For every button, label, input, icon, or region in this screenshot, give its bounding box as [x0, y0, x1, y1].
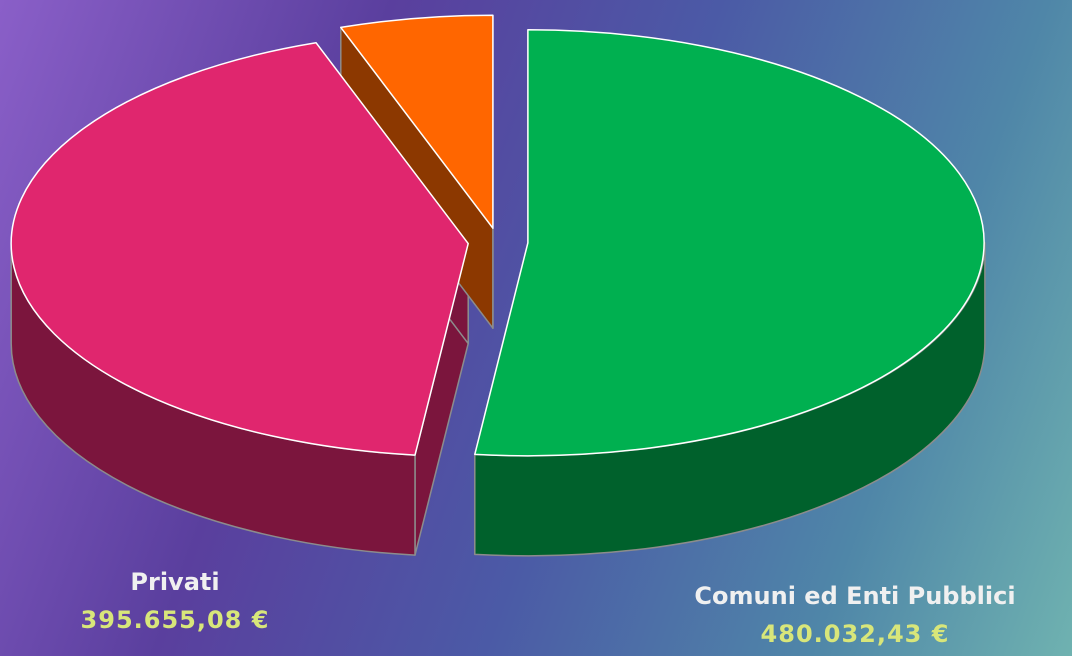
page: Comuni ed Enti Pubblici 480.032,43 € Priva… — [0, 0, 1072, 656]
value-label: 480.032,43 € — [761, 620, 950, 648]
chart: Comuni ed Enti Pubblici 480.032,43 € Priva… — [0, 0, 1072, 656]
value-label: 395.655,08 € — [81, 606, 270, 634]
slice-label: Privati — [130, 568, 219, 596]
slice-label: Comuni ed Enti Pubblici — [694, 582, 1015, 610]
